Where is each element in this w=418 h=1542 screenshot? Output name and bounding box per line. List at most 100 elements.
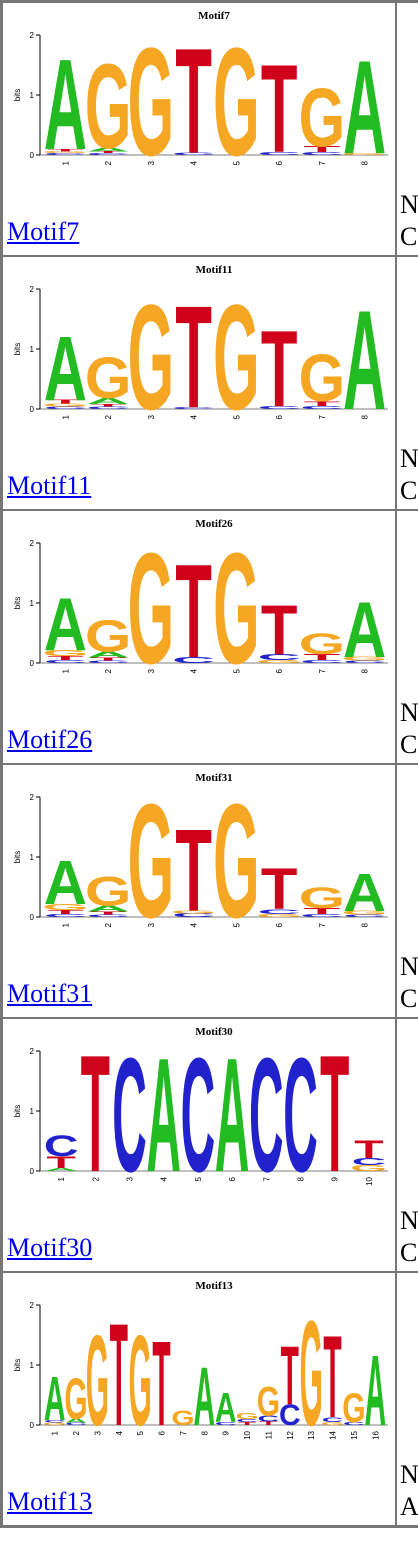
x-tick-label: 2 <box>104 160 113 165</box>
logo-letter-a: A <box>44 1365 66 1434</box>
logo-letter-a: A <box>194 1350 216 1443</box>
logo-letter-g: G <box>42 648 89 657</box>
logo-letter-c: C <box>249 1026 284 1199</box>
logo-letter-t: T <box>320 1023 349 1199</box>
logo-letter-a: A <box>215 1384 237 1431</box>
x-tick-label: 9 <box>331 1176 340 1181</box>
x-tick-label: 3 <box>126 1176 135 1181</box>
logo-letter-a: A <box>44 318 87 420</box>
y-axis-label: bits <box>13 851 22 863</box>
y-tick-label: 1 <box>30 599 35 608</box>
logo-letter-t: T <box>304 145 341 154</box>
x-tick-label: 1 <box>61 668 70 673</box>
x-tick-label: 4 <box>160 1176 169 1181</box>
x-tick-label: 1 <box>51 1430 60 1435</box>
logo-letter-t: T <box>175 275 212 437</box>
y-tick-label: 1 <box>30 853 35 862</box>
motif-info-line-1: N <box>400 698 418 727</box>
logo-letter-g: G <box>299 342 346 416</box>
motif-link[interactable]: Motif7 <box>7 217 80 246</box>
x-tick-label: 11 <box>264 1430 273 1439</box>
motif-info-line-2: C <box>400 1238 418 1267</box>
y-tick-label: 2 <box>30 1301 35 1310</box>
logo-letter-g: G <box>128 275 175 437</box>
logo-title: Motif31 <box>195 772 232 784</box>
logo-letter-g: G <box>341 656 388 662</box>
x-tick-label: 7 <box>179 1430 188 1435</box>
x-tick-label: 4 <box>190 160 199 165</box>
x-tick-label: 4 <box>190 922 199 927</box>
motif-link[interactable]: Motif31 <box>7 979 93 1008</box>
x-tick-label: 7 <box>318 160 327 165</box>
logo-letter-c: C <box>181 1026 216 1199</box>
logo-letter-a: A <box>44 1167 79 1172</box>
logo-letter-t: T <box>81 1023 110 1199</box>
logo-letter-g: G <box>128 15 175 183</box>
x-tick-label: 3 <box>147 414 156 419</box>
y-tick-label: 2 <box>30 539 35 548</box>
logo-letter-a: A <box>87 904 130 913</box>
y-tick-label: 0 <box>30 1421 35 1430</box>
logo-letter-c: C <box>258 1414 280 1423</box>
logo-letter-c: C <box>322 1416 344 1424</box>
x-tick-label: 3 <box>147 160 156 165</box>
logo-letter-c: C <box>258 908 301 916</box>
motif-row: Motif11 0 1 2 bits C G T A 1 C T A G 2 G 3 C T 4 G 5 C T 6 C T G 7 A 8… <box>2 256 418 510</box>
logo-letter-g: G <box>300 1289 323 1453</box>
logo-title: Motif11 <box>196 264 233 276</box>
y-tick-label: 0 <box>30 1167 35 1176</box>
logo-letter-c: C <box>44 659 87 664</box>
logo-letter-t: T <box>47 399 84 405</box>
logo-letter-t: T <box>281 1329 299 1422</box>
motif-info-line-2: C <box>400 730 418 759</box>
logo-letter-g: G <box>256 659 303 664</box>
motif-info-line-1: N <box>400 1460 418 1489</box>
x-tick-label: 5 <box>232 414 241 419</box>
logo-letter-g: G <box>299 627 346 660</box>
logo-letter-a: A <box>343 32 386 182</box>
y-tick-label: 2 <box>30 1047 35 1056</box>
logo-letter-c: C <box>300 405 343 410</box>
x-tick-label: 9 <box>222 1430 231 1435</box>
logo-letter-g: G <box>42 151 89 154</box>
x-tick-label: 7 <box>262 1176 271 1181</box>
motif-link[interactable]: Motif13 <box>7 1487 93 1516</box>
logo-letter-t: T <box>323 1313 341 1443</box>
x-tick-label: 10 <box>243 1430 252 1439</box>
logo-letter-a: A <box>87 397 130 406</box>
x-tick-label: 12 <box>286 1430 295 1439</box>
x-tick-label: 4 <box>190 668 199 673</box>
motif-link[interactable]: Motif26 <box>7 725 93 754</box>
logo-letter-g: G <box>350 1164 387 1173</box>
motif-logo: Motif30 0 1 2 bits A T C 1 T 2 C 3 A 4 C 5 A 6 C 7 C 8 T 9 G C T 10 <box>6 1023 394 1199</box>
motif-link[interactable]: Motif11 <box>7 471 92 500</box>
motif-logo: Motif7 0 1 2 bits C G T A 1 C T A G 2 G 3 C T 4 G 5 C T 6 C T G 7 G A 8 <box>6 7 394 183</box>
y-tick-label: 1 <box>30 1361 35 1370</box>
logo-letter-t: T <box>46 1153 75 1172</box>
y-tick-label: 2 <box>30 285 35 294</box>
logo-letter-g: G <box>85 611 132 662</box>
logo-letter-g: G <box>257 1377 280 1424</box>
logo-letter-g: G <box>213 521 260 691</box>
x-tick-label: 2 <box>72 1430 81 1435</box>
logo-letter-c: C <box>258 405 301 410</box>
logo-letter-g: G <box>85 40 132 174</box>
motif-logo: Motif13 0 1 2 bits G C A 1 C A G 2 G 3 T 4 G 5 T 6 G 7 A 8 C A 9 T C G… <box>6 1277 394 1453</box>
motif-logo: Motif11 0 1 2 bits C G T A 1 C T A G 2 G 3 C T 4 G 5 C T 6 C T G 7 A 8 <box>6 261 394 437</box>
x-tick-label: 2 <box>104 414 113 419</box>
y-tick-label: 2 <box>30 31 35 40</box>
logo-letter-g: G <box>342 1384 365 1431</box>
logo-letter-c: C <box>343 660 386 664</box>
logo-letter-a: A <box>44 583 87 666</box>
motif-link[interactable]: Motif30 <box>7 1233 93 1262</box>
y-axis-label: bits <box>13 89 22 101</box>
logo-letter-t: T <box>304 400 341 408</box>
logo-letter-t: T <box>110 1295 128 1453</box>
x-tick-label: 8 <box>200 1430 209 1435</box>
x-tick-label: 8 <box>361 414 370 419</box>
logo-letter-c: C <box>44 406 87 410</box>
